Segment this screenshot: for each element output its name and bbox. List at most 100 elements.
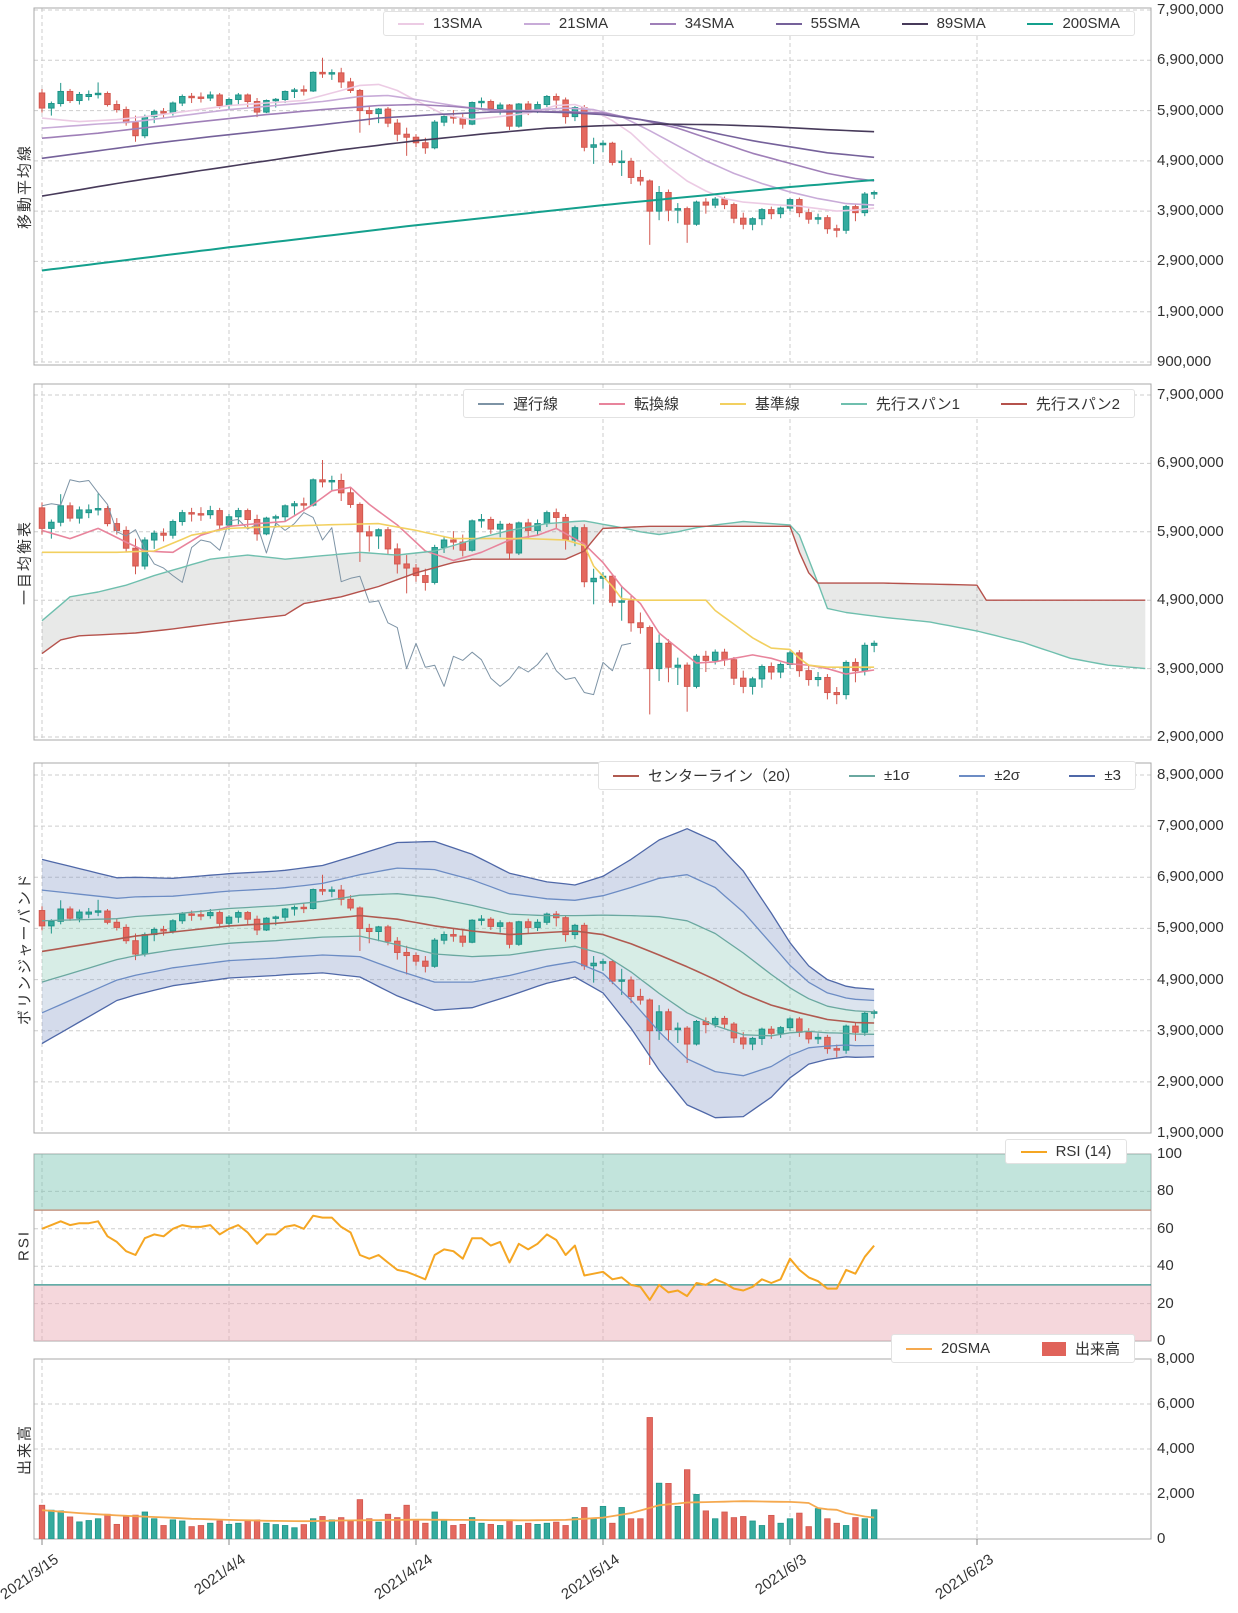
- y-tick-label: 900,000: [1157, 353, 1212, 370]
- legend-swatch-icon: [1069, 774, 1096, 777]
- legend-item: 200SMA: [1027, 15, 1120, 32]
- legend-label: 200SMA: [1062, 15, 1120, 32]
- legend-item: 先行スパン1: [840, 393, 960, 414]
- legend-swatch-icon: [398, 22, 424, 25]
- y-tick-label: 80: [1157, 1182, 1174, 1200]
- candlesticks-panel-2: [38, 874, 878, 1065]
- y-tick-label: 3,900,000: [1157, 1021, 1224, 1039]
- y-tick-label: 6,900,000: [1157, 868, 1224, 886]
- bollinger-lines: [41, 828, 875, 1119]
- y-axis-title-ichimoku: 一目均衡表: [16, 520, 34, 606]
- legend-swatch-icon: [959, 774, 986, 777]
- legend-item: センターライン（20）: [613, 765, 800, 786]
- y-tick-label: 2,900,000: [1157, 728, 1224, 745]
- ichimoku-lines: [41, 479, 1146, 696]
- y-tick-label: 4,000: [1157, 1440, 1195, 1457]
- legend-item: 20SMA: [906, 1340, 990, 1357]
- legend-item: ±2σ: [959, 767, 1020, 784]
- legend-swatch-icon: [906, 1347, 932, 1350]
- legend-label: 先行スパン1: [875, 396, 960, 413]
- y-tick-label: 1,900,000: [1157, 302, 1224, 320]
- y-tick-label: 40: [1157, 1257, 1174, 1275]
- legend-label: 21SMA: [558, 15, 609, 32]
- y-tick-label: 8,000: [1157, 1350, 1195, 1367]
- legend-item: 出来高: [1041, 1338, 1120, 1359]
- legend-swatch-icon: [719, 402, 746, 405]
- legend-label: 13SMA: [433, 15, 483, 32]
- y-axis-title-moving-averages: 移動平均線: [16, 144, 34, 230]
- legend-swatch-icon: [1041, 1341, 1066, 1356]
- legend-item: ±3: [1069, 767, 1121, 784]
- legend-label: センターライン（20）: [648, 768, 800, 785]
- grid-panel-4: [33, 1358, 1152, 1540]
- y-tick-label: 3,900,000: [1157, 202, 1224, 220]
- y-tick-label: 5,900,000: [1157, 919, 1224, 937]
- legend-swatch-icon: [849, 774, 876, 777]
- legend-item: ±1σ: [849, 767, 910, 784]
- y-tick-label: 60: [1157, 1219, 1174, 1237]
- sma-lines: [41, 83, 875, 272]
- y-tick-label: 2,900,000: [1157, 1072, 1224, 1090]
- y-tick-label: 4,900,000: [1157, 151, 1224, 169]
- legend-swatch-icon: [1020, 1150, 1047, 1153]
- y-tick-label: 6,900,000: [1157, 51, 1224, 69]
- legend-item: 89SMA: [901, 15, 986, 32]
- legend-label: RSI (14): [1055, 1143, 1112, 1160]
- y-axis-title-rsi: RSI: [15, 1230, 33, 1262]
- candlesticks-panel-0: [38, 57, 878, 245]
- y-tick-label: 4,900,000: [1157, 970, 1224, 988]
- y-tick-label: 20: [1157, 1294, 1174, 1312]
- y-tick-label: 100: [1157, 1145, 1183, 1162]
- legend-item: 55SMA: [775, 15, 860, 32]
- grid-panel-2: [33, 762, 1152, 1134]
- y-tick-label: 2,000: [1157, 1485, 1195, 1502]
- y-tick-label: 7,900,000: [1157, 817, 1224, 835]
- legend-item: 遅行線: [478, 393, 558, 414]
- legend-item: 先行スパン2: [1000, 393, 1120, 414]
- legend-swatch-icon: [478, 402, 504, 405]
- legend-label: 55SMA: [810, 15, 860, 32]
- y-tick-label: 5,900,000: [1157, 101, 1224, 119]
- legend-swatch-icon: [840, 402, 867, 405]
- legend-label: ±2σ: [994, 767, 1021, 784]
- y-tick-label: 5,900,000: [1157, 522, 1224, 540]
- ichimoku: [42, 520, 1146, 669]
- y-axis-title-volume: 出来高: [16, 1424, 34, 1476]
- legend-label: 先行スパン2: [1035, 396, 1120, 413]
- legend-swatch-icon: [598, 402, 625, 405]
- legend-item: RSI (14): [1020, 1143, 1112, 1160]
- y-tick-label: 8,900,000: [1157, 766, 1224, 783]
- legend-swatch-icon: [1000, 402, 1027, 405]
- legend-moving-averages: 13SMA 21SMA 34SMA 55SMA 89SMA 200SMA: [383, 11, 1135, 36]
- y-tick-label: 0: [1157, 1530, 1166, 1547]
- y-tick-label: 6,000: [1157, 1395, 1195, 1412]
- legend-swatch-icon: [523, 22, 550, 25]
- legend-label: 遅行線: [513, 396, 559, 413]
- y-tick-label: 7,900,000: [1157, 1, 1224, 18]
- legend-label: 89SMA: [936, 15, 986, 32]
- y-tick-label: 1,900,000: [1157, 1124, 1224, 1141]
- legend-item: 転換線: [598, 393, 679, 414]
- legend-bollinger: センターライン（20） ±1σ ±2σ ±3: [598, 761, 1136, 790]
- legend-item: 基準線: [719, 393, 800, 414]
- legend-item: 21SMA: [523, 15, 609, 32]
- legend-label: 20SMA: [941, 1340, 991, 1357]
- legend-label: ±1σ: [884, 767, 910, 784]
- bollinger-bands: [42, 828, 875, 1118]
- legend-label: ±3: [1104, 767, 1121, 784]
- grid-panel-3: [33, 1153, 1152, 1342]
- legend-swatch-icon: [649, 22, 676, 25]
- legend-swatch-icon: [1027, 22, 1054, 25]
- legend-label: 基準線: [754, 396, 800, 413]
- y-tick-label: 2,900,000: [1157, 252, 1224, 270]
- legend-rsi: RSI (14): [1005, 1139, 1127, 1164]
- rsi-panel: [34, 1154, 1151, 1341]
- y-tick-label: 7,900,000: [1157, 386, 1224, 403]
- legend-label: 出来高: [1074, 1341, 1120, 1358]
- y-tick-label: 3,900,000: [1157, 659, 1224, 677]
- y-tick-label: 4,900,000: [1157, 591, 1224, 609]
- legend-item: 13SMA: [398, 15, 482, 32]
- grid-panel-0: [33, 7, 1152, 366]
- y-tick-label: 6,900,000: [1157, 454, 1224, 472]
